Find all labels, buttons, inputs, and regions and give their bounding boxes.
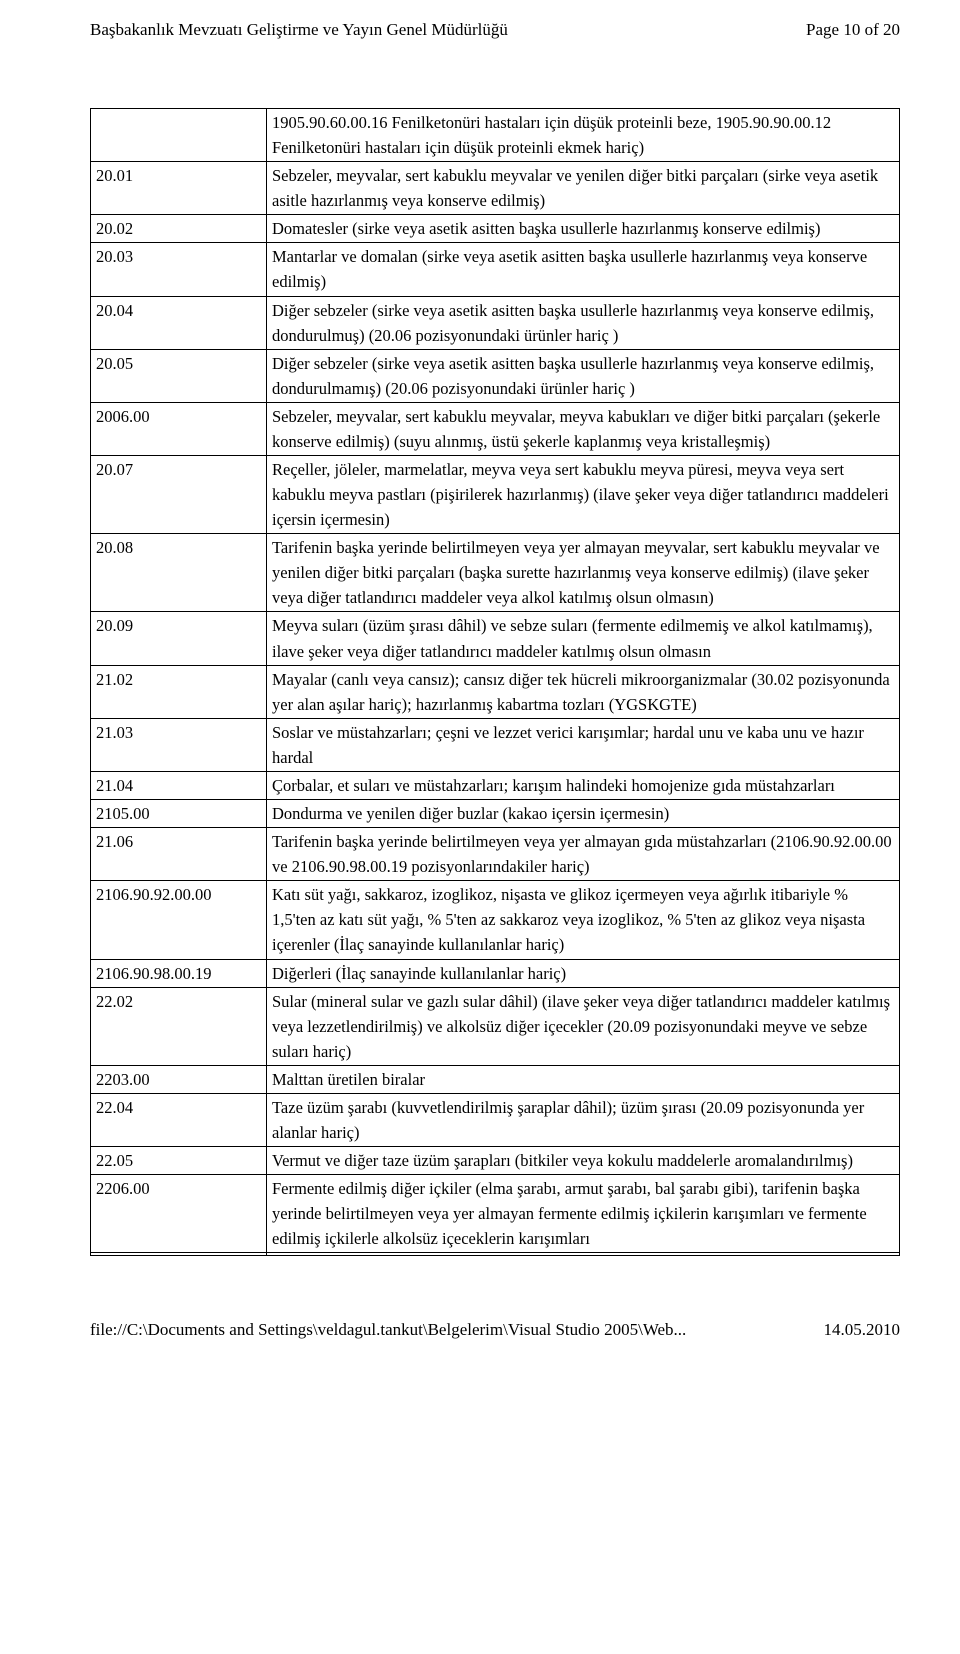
table-row: 2106.90.92.00.00Katı süt yağı, sakkaroz,…: [91, 881, 900, 959]
table-row: 20.02Domatesler (sirke veya asetik asitt…: [91, 215, 900, 243]
table-row: 22.05Vermut ve diğer taze üzüm şarapları…: [91, 1147, 900, 1175]
table-row: 20.04Diğer sebzeler (sirke veya asetik a…: [91, 296, 900, 349]
tariff-code: 2106.90.92.00.00: [91, 881, 267, 959]
table-row: 20.08Tarifenin başka yerinde belirtilmey…: [91, 534, 900, 612]
tariff-code: 20.04: [91, 296, 267, 349]
tariff-table: 1905.90.60.00.16 Fenilketonüri hastaları…: [90, 108, 900, 1256]
table-row: 22.04Taze üzüm şarabı (kuvvetlendirilmiş…: [91, 1093, 900, 1146]
tariff-description: Domatesler (sirke veya asetik asitten ba…: [267, 215, 900, 243]
tariff-code: 20.09: [91, 612, 267, 665]
table-row: 21.02Mayalar (canlı veya cansız); cansız…: [91, 665, 900, 718]
tariff-description: Sebzeler, meyvalar, sert kabuklu meyvala…: [267, 162, 900, 215]
tariff-code: 22.04: [91, 1093, 267, 1146]
tariff-code: 2206.00: [91, 1175, 267, 1253]
tariff-description: [267, 1253, 900, 1256]
tariff-code: [91, 109, 267, 162]
table-row: 1905.90.60.00.16 Fenilketonüri hastaları…: [91, 109, 900, 162]
footer-right: 14.05.2010: [824, 1320, 901, 1340]
tariff-code: 21.02: [91, 665, 267, 718]
table-row: 22.02Sular (mineral sular ve gazlı sular…: [91, 987, 900, 1065]
tariff-description: Diğer sebzeler (sirke veya asetik asitte…: [267, 296, 900, 349]
tariff-code: 22.02: [91, 987, 267, 1065]
tariff-code: 20.01: [91, 162, 267, 215]
tariff-description: Mayalar (canlı veya cansız); cansız diğe…: [267, 665, 900, 718]
tariff-code: 22.05: [91, 1147, 267, 1175]
tariff-description: Sebzeler, meyvalar, sert kabuklu meyvala…: [267, 402, 900, 455]
tariff-code: 21.06: [91, 828, 267, 881]
footer-left: file://C:\Documents and Settings\veldagu…: [90, 1320, 686, 1340]
tariff-code: 21.04: [91, 771, 267, 799]
tariff-description: Meyva suları (üzüm şırası dâhil) ve sebz…: [267, 612, 900, 665]
tariff-description: Dondurma ve yenilen diğer buzlar (kakao …: [267, 800, 900, 828]
tariff-code: 20.02: [91, 215, 267, 243]
page-header: Başbakanlık Mevzuatı Geliştirme ve Yayın…: [90, 20, 900, 40]
table-row: 20.01Sebzeler, meyvalar, sert kabuklu me…: [91, 162, 900, 215]
page-footer: file://C:\Documents and Settings\veldagu…: [90, 1320, 900, 1340]
tariff-code: 2106.90.98.00.19: [91, 959, 267, 987]
table-row: 20.07Reçeller, jöleler, marmelatlar, mey…: [91, 456, 900, 534]
table-row: 21.04Çorbalar, et suları ve müstahzarlar…: [91, 771, 900, 799]
table-row: 20.03Mantarlar ve domalan (sirke veya as…: [91, 243, 900, 296]
tariff-description: Reçeller, jöleler, marmelatlar, meyva ve…: [267, 456, 900, 534]
tariff-code: 2203.00: [91, 1065, 267, 1093]
tariff-code: [91, 1253, 267, 1256]
tariff-description: Tarifenin başka yerinde belirtilmeyen ve…: [267, 534, 900, 612]
table-row: 20.09Meyva suları (üzüm şırası dâhil) ve…: [91, 612, 900, 665]
table-row: 21.03Soslar ve müstahzarları; çeşni ve l…: [91, 718, 900, 771]
table-row: 2105.00Dondurma ve yenilen diğer buzlar …: [91, 800, 900, 828]
tariff-code: 20.07: [91, 456, 267, 534]
tariff-description: Vermut ve diğer taze üzüm şarapları (bit…: [267, 1147, 900, 1175]
tariff-code: 20.03: [91, 243, 267, 296]
table-row: 21.06Tarifenin başka yerinde belirtilmey…: [91, 828, 900, 881]
tariff-code: 21.03: [91, 718, 267, 771]
tariff-description: Soslar ve müstahzarları; çeşni ve lezzet…: [267, 718, 900, 771]
table-row: 2006.00Sebzeler, meyvalar, sert kabuklu …: [91, 402, 900, 455]
table-row: 2206.00Fermente edilmiş diğer içkiler (e…: [91, 1175, 900, 1253]
tariff-code: 20.08: [91, 534, 267, 612]
document-page: Başbakanlık Mevzuatı Geliştirme ve Yayın…: [0, 0, 960, 1380]
tariff-description: Diğer sebzeler (sirke veya asetik asitte…: [267, 349, 900, 402]
tariff-description: 1905.90.60.00.16 Fenilketonüri hastaları…: [267, 109, 900, 162]
table-row: [91, 1253, 900, 1256]
header-left: Başbakanlık Mevzuatı Geliştirme ve Yayın…: [90, 20, 508, 40]
tariff-description: Malttan üretilen biralar: [267, 1065, 900, 1093]
table-row: 2203.00Malttan üretilen biralar: [91, 1065, 900, 1093]
table-row: 20.05Diğer sebzeler (sirke veya asetik a…: [91, 349, 900, 402]
tariff-description: Taze üzüm şarabı (kuvvetlendirilmiş şara…: [267, 1093, 900, 1146]
tariff-description: Çorbalar, et suları ve müstahzarları; ka…: [267, 771, 900, 799]
tariff-description: Mantarlar ve domalan (sirke veya asetik …: [267, 243, 900, 296]
table-row: 2106.90.98.00.19Diğerleri (İlaç sanayind…: [91, 959, 900, 987]
tariff-code: 2006.00: [91, 402, 267, 455]
tariff-description: Katı süt yağı, sakkaroz, izoglikoz, nişa…: [267, 881, 900, 959]
tariff-description: Tarifenin başka yerinde belirtilmeyen ve…: [267, 828, 900, 881]
tariff-code: 2105.00: [91, 800, 267, 828]
tariff-description: Sular (mineral sular ve gazlı sular dâhi…: [267, 987, 900, 1065]
tariff-description: Diğerleri (İlaç sanayinde kullanılanlar …: [267, 959, 900, 987]
tariff-code: 20.05: [91, 349, 267, 402]
tariff-description: Fermente edilmiş diğer içkiler (elma şar…: [267, 1175, 900, 1253]
header-right: Page 10 of 20: [806, 20, 900, 40]
